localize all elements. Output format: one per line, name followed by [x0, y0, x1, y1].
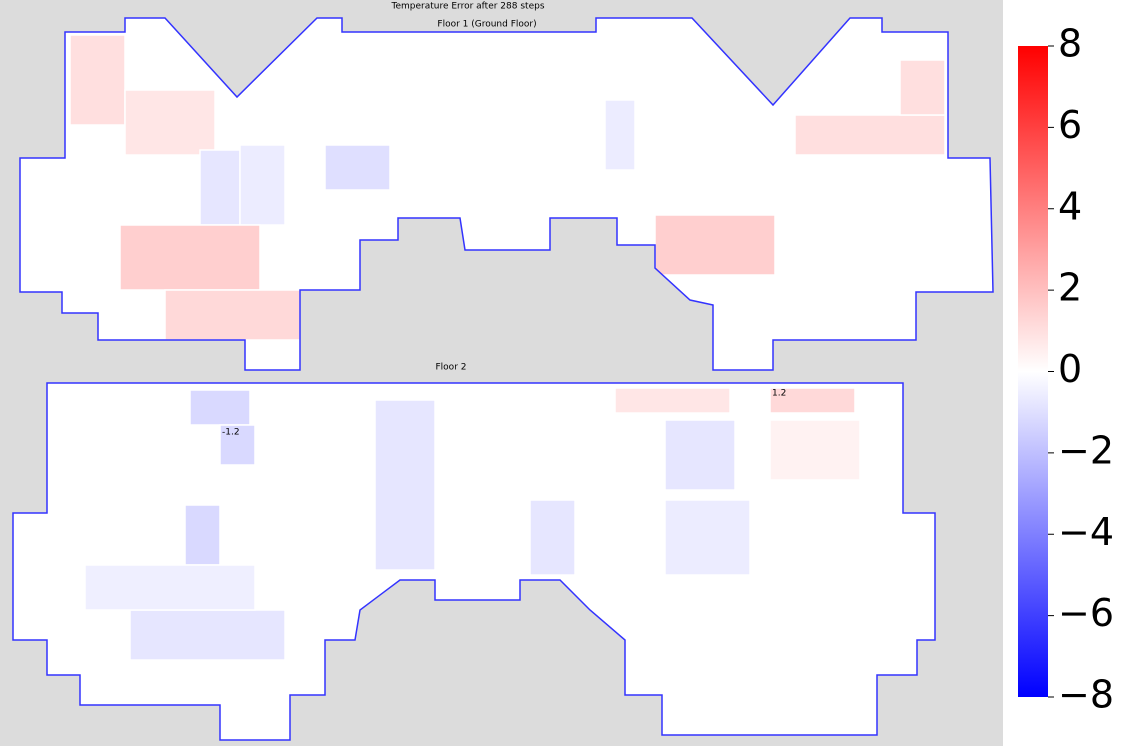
floor-title: Floor 2: [436, 363, 467, 373]
room: [769, 387, 856, 414]
colorbar-tick-label: −6: [1058, 591, 1114, 635]
room: [899, 59, 946, 116]
colorbar-tick-label: −2: [1058, 428, 1114, 472]
annotation: -1.2: [222, 428, 240, 438]
colorbar-tick-label: 6: [1058, 103, 1082, 147]
chart-title: Temperature Error after 288 steps: [390, 2, 544, 12]
colorbar-tick-label: 0: [1058, 347, 1082, 391]
colorbar-tick-label: −8: [1058, 673, 1114, 717]
colorbar-tick-label: 4: [1058, 184, 1082, 228]
colorbar: [1018, 46, 1048, 697]
room: [794, 114, 946, 156]
room: [124, 89, 216, 156]
room: [374, 399, 436, 571]
room: [614, 387, 731, 414]
room: [414, 99, 496, 161]
room: [199, 149, 241, 226]
floor-rooms: [69, 34, 946, 341]
room: [324, 144, 391, 191]
room: [654, 214, 776, 276]
room: [164, 289, 301, 341]
floor-title: Floor 1 (Ground Floor): [437, 20, 536, 30]
room: [219, 424, 256, 466]
colorbar-tick-label: −4: [1058, 510, 1114, 554]
room: [189, 389, 251, 426]
room: [119, 224, 261, 291]
colorbar-tick-label: 8: [1058, 22, 1082, 66]
room: [239, 144, 286, 226]
room: [129, 609, 286, 661]
room: [184, 504, 221, 566]
colorbar-tick-label: 2: [1058, 266, 1082, 310]
room: [664, 499, 751, 576]
room: [84, 564, 256, 611]
annotation: 1.2: [772, 389, 786, 399]
room: [69, 34, 126, 126]
room: [604, 99, 636, 171]
room: [664, 419, 736, 491]
room: [769, 419, 861, 481]
floor-rooms: [84, 387, 861, 661]
room: [529, 499, 576, 576]
